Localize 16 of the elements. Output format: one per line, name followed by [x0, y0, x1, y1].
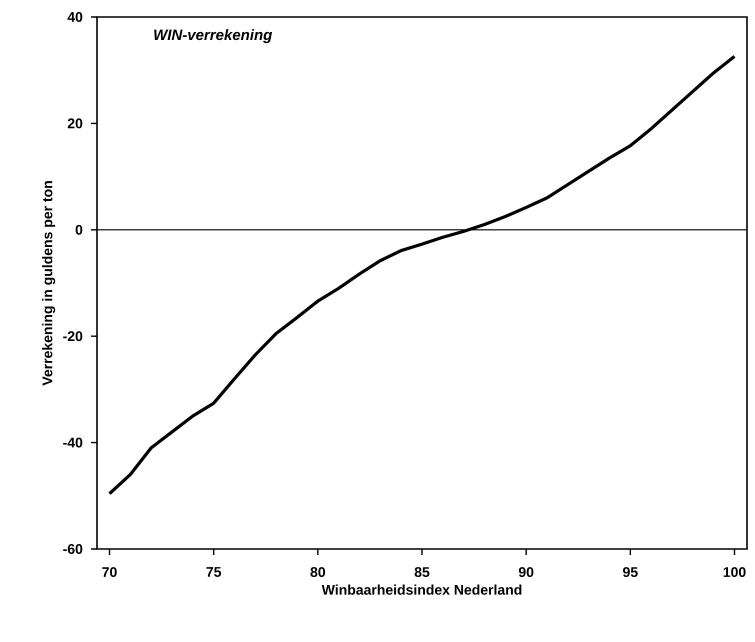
- y-tick-label: 40: [68, 12, 82, 22]
- x-tick-label: 90: [518, 567, 534, 578]
- x-tick-label: 70: [102, 567, 117, 578]
- y-tick-label: -40: [63, 438, 82, 448]
- x-tick-label: 100: [724, 567, 746, 578]
- y-tick-label: -20: [63, 331, 82, 342]
- x-tick-label: 95: [623, 567, 638, 578]
- y-tick-label: -60: [63, 544, 82, 554]
- text: WIN-verrekening: [154, 29, 272, 44]
- y-tick-label: 0: [76, 224, 82, 235]
- y-axis-title: Verrekening in guldens per ton: [42, 181, 56, 386]
- x-tick-label: 75: [206, 567, 222, 577]
- y-tick-label: 20: [68, 118, 82, 128]
- x-tick-label: 80: [310, 567, 326, 578]
- x-tick-label: 85: [414, 567, 430, 578]
- x-axis-title: Winbaarheidsindex Nederland: [322, 584, 522, 595]
